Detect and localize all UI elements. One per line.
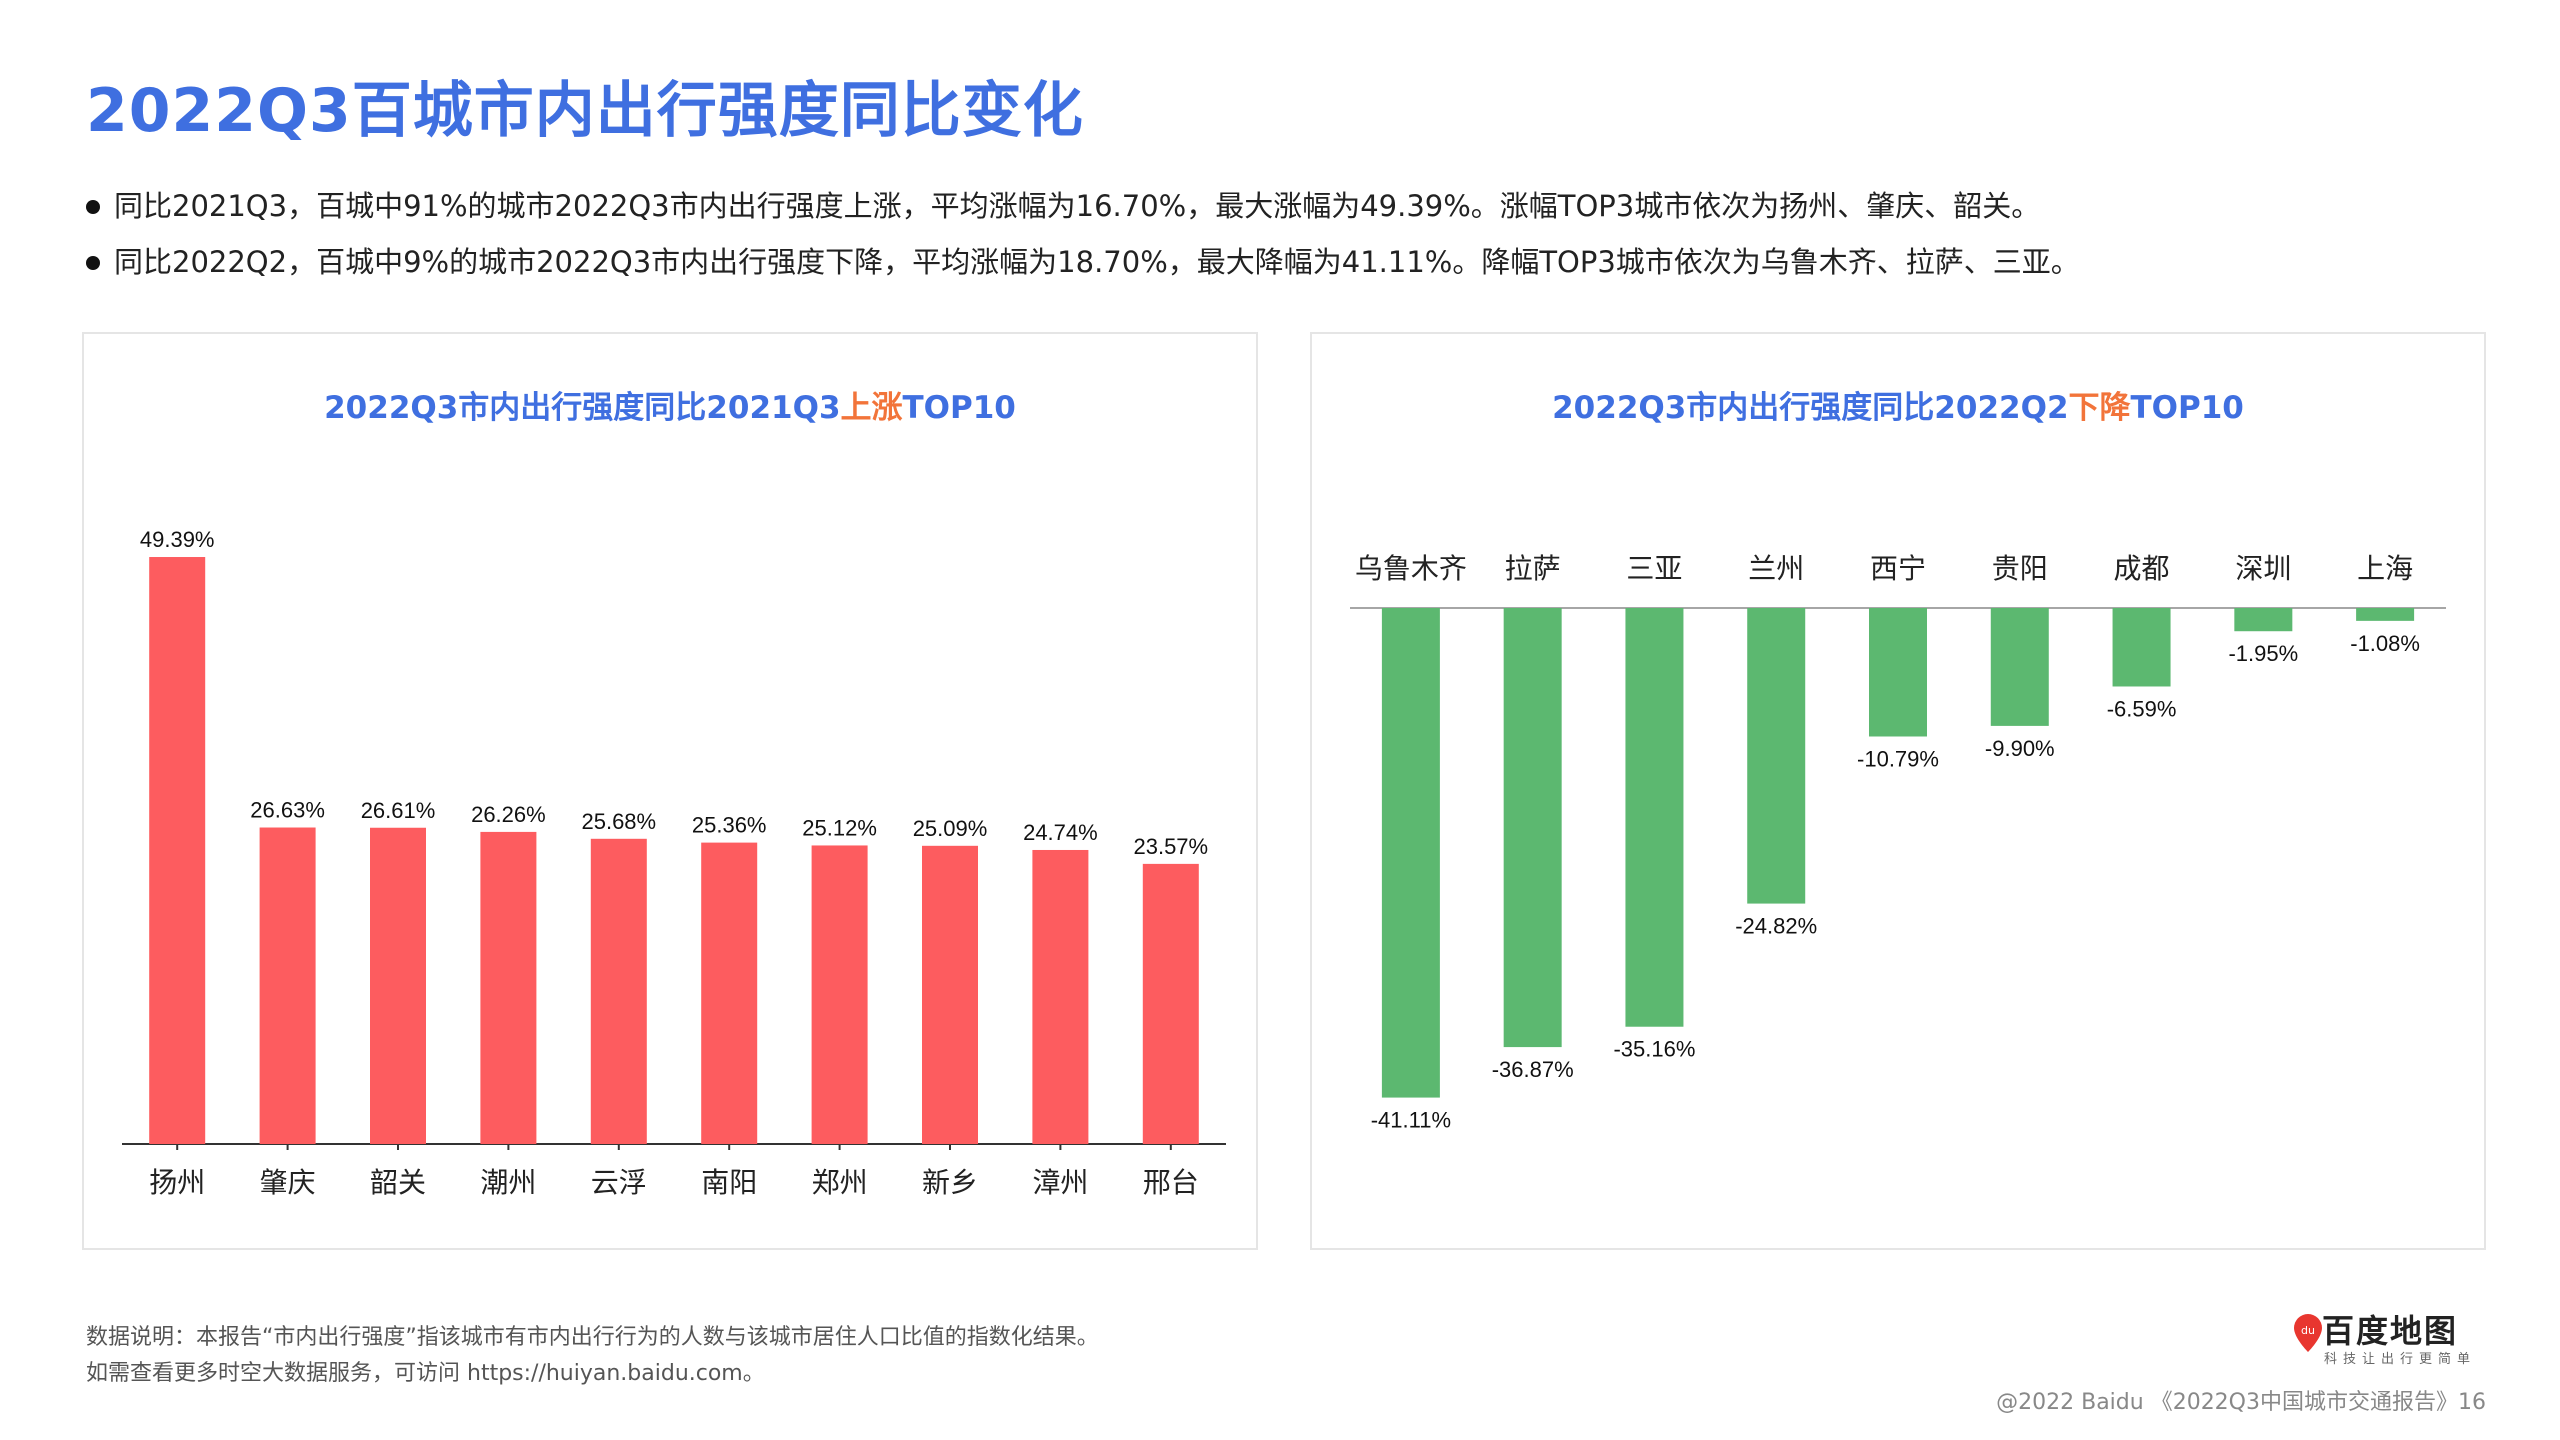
rise-data-label: 23.57%: [1133, 834, 1208, 859]
rise-bar: [922, 845, 978, 1144]
bullet-dot-icon: [86, 256, 100, 270]
rise-bar: [259, 827, 316, 1144]
fall-data-label: -1.08%: [2350, 631, 2420, 656]
rise-data-label: 26.26%: [471, 802, 546, 827]
page-title: 2022Q3百城市内出行强度同比变化: [86, 76, 1084, 146]
fall-data-label: -9.90%: [1985, 736, 2055, 761]
fall-data-label: -6.59%: [2107, 696, 2177, 721]
bullet-fall-text: 同比2022Q2，百城中9%的城市2022Q3市内出行强度下降，平均涨幅为18.…: [114, 245, 2080, 279]
fall-bar: [2356, 608, 2415, 621]
fall-category-label: 贵阳: [1992, 552, 2048, 585]
data-footnote: 数据说明：本报告“市内出行强度”指该城市有市内出行行为的人数与该城市居住人口比值…: [86, 1320, 1099, 1392]
fall-chart: 乌鲁木齐 -41.11% 拉萨 -36.87% 三亚 -35.16% 兰州 -24.82% 西宁…: [1350, 552, 2446, 1133]
fall-category-label: 成都: [2114, 552, 2170, 585]
summary-bullets: 同比2021Q3，百城中91%的城市2022Q3市内出行强度上涨，平均涨幅为16…: [86, 186, 2080, 298]
page-footer: @2022 Baidu 《2022Q3中国城市交通报告》16: [1996, 1390, 2486, 1415]
rise-bar: [1142, 863, 1199, 1144]
fall-category-label: 兰州: [1748, 552, 1804, 585]
rise-data-label: 25.68%: [581, 809, 656, 834]
fall-bar: [1503, 608, 1562, 1048]
fall-bar: [1869, 608, 1927, 737]
fall-category-label: 上海: [2357, 552, 2413, 585]
rise-category-label: 韶关: [370, 1166, 426, 1199]
fall-chart-panel: 2022Q3市内出行强度同比2022Q2下降TOP10 乌鲁木齐 -41.11% 拉…: [1310, 332, 2486, 1250]
fall-bar: [2112, 608, 2171, 687]
rise-category-label: 南阳: [701, 1166, 757, 1199]
rise-data-label: 25.09%: [913, 816, 988, 841]
fall-data-label: -1.95%: [2228, 641, 2298, 666]
rise-data-label: 25.12%: [802, 815, 877, 840]
rise-bar: [149, 557, 206, 1144]
rise-bar: [370, 827, 426, 1144]
bullet-dot-icon: [86, 200, 100, 214]
rise-chart: 49.39% 扬州 26.63% 肇庆 26.61% 韶关 26.26% 潮州 25.68% 云浮…: [122, 527, 1226, 1199]
footnote-definition: 数据说明：本报告“市内出行强度”指该城市有市内出行行为的人数与该城市居住人口比值…: [86, 1325, 1099, 1350]
baidu-map-logo-icon: du: [2294, 1314, 2322, 1352]
rise-chart-title-suffix: TOP10: [902, 390, 1016, 426]
rise-data-label: 26.61%: [361, 798, 436, 823]
rise-chart-title-prefix: 2022Q3市内出行强度同比2021Q3: [324, 390, 841, 426]
rise-bar: [480, 831, 537, 1144]
fall-category-label: 三亚: [1626, 552, 1682, 585]
fall-category-label: 西宁: [1870, 552, 1926, 585]
fall-data-label: -10.79%: [1857, 746, 1939, 771]
fall-data-label: -41.11%: [1371, 1108, 1451, 1133]
rise-chart-panel: 2022Q3市内出行强度同比2021Q3上涨TOP10 49.39% 扬州 26.6…: [82, 332, 1258, 1250]
fall-data-label: -36.87%: [1492, 1057, 1574, 1082]
rise-bar: [701, 842, 758, 1144]
fall-chart-title-highlight: 下降: [2068, 390, 2131, 426]
fall-chart-title-suffix: TOP10: [2130, 390, 2244, 426]
logo-text: 百度地图: [2322, 1312, 2459, 1350]
rise-chart-title-highlight: 上涨: [840, 390, 903, 426]
fall-category-label: 拉萨: [1505, 552, 1561, 585]
rise-category-label: 漳州: [1032, 1166, 1088, 1199]
rise-category-label: 潮州: [480, 1166, 536, 1199]
fall-chart-title: 2022Q3市内出行强度同比2022Q2下降TOP10: [1312, 382, 2484, 427]
rise-bar: [811, 845, 868, 1144]
rise-category-label: 肇庆: [260, 1166, 316, 1199]
rise-category-label: 新乡: [922, 1166, 978, 1199]
rise-bar: [590, 838, 647, 1144]
rise-category-label: 郑州: [812, 1166, 868, 1199]
rise-data-label: 49.39%: [140, 527, 215, 552]
rise-bar: [1032, 849, 1089, 1144]
logo-tagline: 科技让出行更简单: [2324, 1352, 2477, 1367]
fall-category-label: 乌鲁木齐: [1355, 552, 1467, 585]
rise-data-label: 24.74%: [1023, 820, 1098, 845]
footnote-link: 如需查看更多时空大数据服务，可访问 https://huiyan.baidu.c…: [86, 1361, 765, 1386]
fall-bar: [1625, 608, 1684, 1027]
fall-bar: [1747, 608, 1806, 904]
fall-bar: [2234, 608, 2293, 632]
fall-chart-title-prefix: 2022Q3市内出行强度同比2022Q2: [1552, 390, 2069, 426]
fall-data-label: -24.82%: [1735, 914, 1817, 939]
bullet-rise-text: 同比2021Q3，百城中91%的城市2022Q3市内出行强度上涨，平均涨幅为16…: [114, 189, 2041, 223]
bullet-fall: 同比2022Q2，百城中9%的城市2022Q3市内出行强度下降，平均涨幅为18.…: [86, 242, 2080, 298]
rise-category-label: 云浮: [591, 1166, 647, 1199]
bullet-rise: 同比2021Q3，百城中91%的城市2022Q3市内出行强度上涨，平均涨幅为16…: [86, 186, 2080, 242]
rise-chart-title: 2022Q3市内出行强度同比2021Q3上涨TOP10: [84, 382, 1256, 427]
rise-category-label: 邢台: [1143, 1166, 1199, 1199]
rise-data-label: 25.36%: [692, 813, 767, 838]
logo-badge-text: du: [2301, 1324, 2315, 1337]
fall-data-label: -35.16%: [1613, 1037, 1695, 1062]
fall-bar: [1381, 608, 1440, 1098]
fall-bar: [1990, 608, 2049, 726]
fall-category-label: 深圳: [2235, 552, 2291, 585]
rise-data-label: 26.63%: [250, 798, 325, 823]
rise-category-label: 扬州: [149, 1166, 205, 1199]
